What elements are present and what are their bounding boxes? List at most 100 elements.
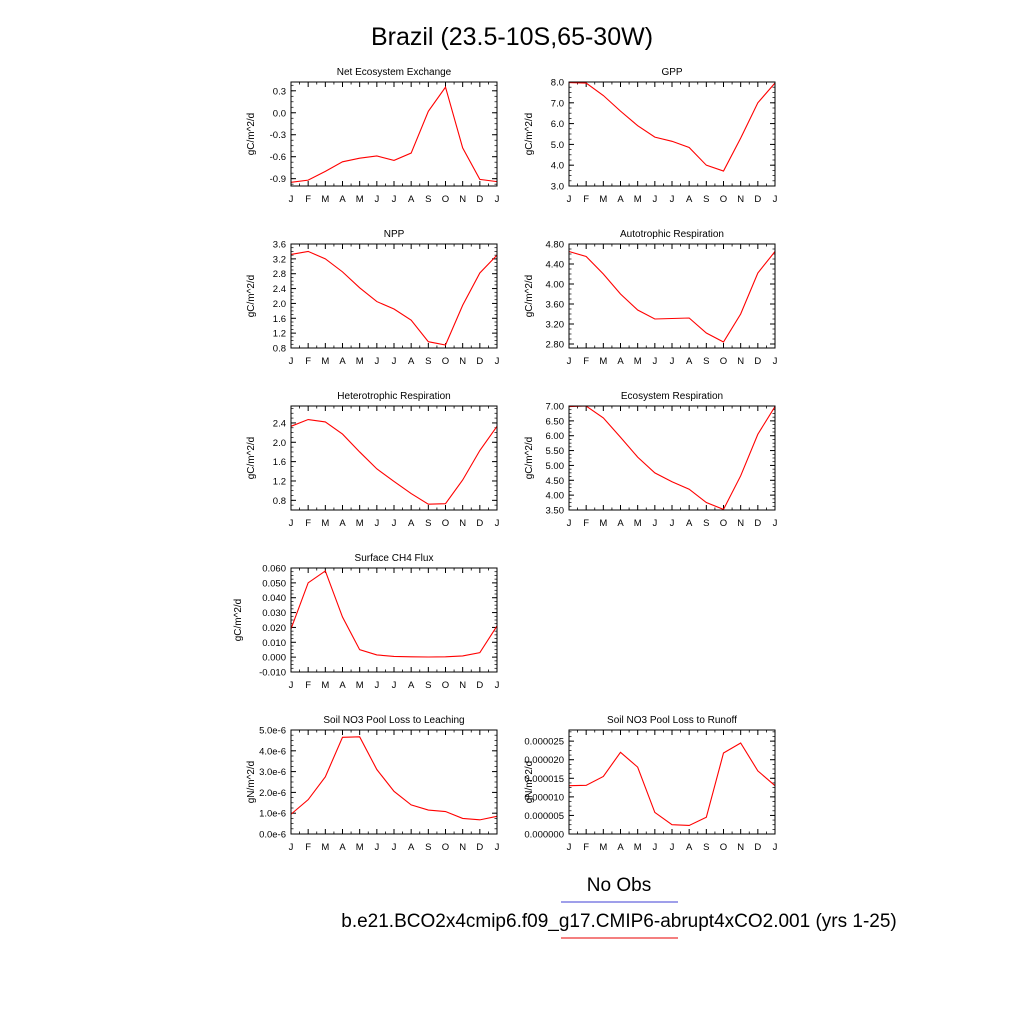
x-tick-label: J [567, 356, 572, 367]
x-tick-label: O [720, 518, 727, 529]
y-tick-label: 4.80 [546, 240, 565, 251]
x-tick-label: O [442, 194, 449, 205]
y-tick-label: 0.000 [262, 653, 286, 664]
series-line [568, 742, 776, 827]
y-tick-label: -0.6 [270, 152, 286, 163]
x-tick-label: F [305, 194, 311, 205]
y-axis-label: gC/m^2/d [524, 437, 535, 480]
x-tick-label: F [583, 194, 589, 205]
x-tick-label: F [305, 356, 311, 367]
chart-title: Soil NO3 Pool Loss to Runoff [607, 715, 737, 726]
plot-frame [290, 243, 498, 349]
y-tick-label: 3.6 [273, 240, 286, 251]
x-tick-label: J [652, 194, 657, 205]
y-tick-label: 3.60 [546, 300, 565, 311]
y-tick-label: 6.50 [546, 416, 565, 427]
y-tick-label: 1.2 [273, 476, 286, 487]
x-tick-label: O [442, 680, 449, 691]
y-tick-label: 0.020 [262, 623, 286, 634]
x-tick-label: A [408, 842, 415, 853]
x-tick-label: A [686, 194, 693, 205]
x-tick-label: M [599, 194, 607, 205]
x-tick-label: J [374, 680, 379, 691]
chart-title: NPP [384, 229, 405, 240]
y-tick-label: 2.80 [546, 340, 565, 351]
panel-9: J F M A M J J A S O N D J0.0000000.0000050.0000100.0… [524, 715, 778, 853]
panel-8: J F M A M J J A S O N D J0.0e-61.0e-62.0e-63.0e-64.0… [246, 715, 500, 853]
x-tick-label: J [567, 194, 572, 205]
x-tick-label: J [652, 356, 657, 367]
y-tick-label: 4.00 [546, 491, 565, 502]
x-tick-label: A [339, 842, 346, 853]
x-tick-label: N [459, 680, 466, 691]
x-tick-label: M [356, 356, 364, 367]
x-tick-label: F [305, 842, 311, 853]
x-tick-label: M [356, 680, 364, 691]
x-tick-label: J [670, 356, 675, 367]
x-tick-label: J [374, 356, 379, 367]
x-tick-label: S [703, 842, 709, 853]
chart-title: GPP [661, 67, 682, 78]
y-tick-label: 0.0e-6 [259, 830, 286, 841]
x-tick-label: O [442, 356, 449, 367]
panel-7: J F M A M J J A S O N D J-0.0100.0000.0100.0200.0300… [233, 553, 500, 691]
y-tick-label: 4.40 [546, 260, 565, 271]
x-tick-label: J [495, 518, 500, 529]
series-line [290, 736, 498, 821]
x-tick-label: D [754, 356, 761, 367]
y-tick-label: 2.0 [273, 438, 286, 449]
series-line [290, 418, 498, 505]
y-tick-label: 4.50 [546, 476, 565, 487]
y-tick-label: 3.0 [551, 182, 564, 193]
y-axis-label: gN/m^2/d [524, 761, 535, 804]
x-tick-label: A [686, 842, 693, 853]
x-tick-label: N [737, 842, 744, 853]
x-tick-label: N [737, 518, 744, 529]
x-tick-label: F [305, 518, 311, 529]
series-line [290, 570, 498, 658]
x-tick-label: M [321, 194, 329, 205]
y-tick-label: 3.50 [546, 506, 565, 517]
series-line [290, 85, 498, 183]
y-tick-label: 0.010 [262, 638, 286, 649]
x-tick-label: J [289, 680, 294, 691]
x-tick-label: M [634, 518, 642, 529]
x-tick-label: J [289, 194, 294, 205]
y-tick-label: 5.00 [546, 461, 565, 472]
x-tick-label: D [754, 194, 761, 205]
plot-frame [290, 567, 498, 673]
y-tick-label: 0.8 [273, 344, 286, 355]
x-tick-label: S [703, 356, 709, 367]
y-tick-label: 0.060 [262, 564, 286, 575]
x-tick-label: A [339, 356, 346, 367]
y-tick-label: 0.000020 [524, 755, 564, 766]
y-tick-label: 1.6 [273, 314, 286, 325]
x-tick-label: M [634, 356, 642, 367]
x-tick-label: J [670, 194, 675, 205]
x-tick-label: M [321, 842, 329, 853]
series-line [568, 82, 776, 172]
x-tick-label: J [670, 518, 675, 529]
y-tick-label: 6.0 [551, 119, 564, 130]
y-tick-label: 0.3 [273, 86, 286, 97]
x-tick-label: J [495, 842, 500, 853]
y-tick-label: 4.0 [551, 161, 564, 172]
x-tick-label: S [425, 518, 431, 529]
x-tick-label: M [356, 194, 364, 205]
y-tick-label: 0.030 [262, 608, 286, 619]
x-tick-label: A [408, 356, 415, 367]
x-tick-label: M [356, 842, 364, 853]
series-line [568, 250, 776, 343]
y-tick-label: 7.0 [551, 98, 564, 109]
chart-title: Autotrophic Respiration [620, 229, 724, 240]
plot-frame [568, 81, 776, 187]
series-line [290, 250, 498, 346]
y-tick-label: 0.8 [273, 496, 286, 507]
x-tick-label: S [703, 518, 709, 529]
x-tick-label: A [408, 680, 415, 691]
x-tick-label: J [773, 518, 778, 529]
legend-obs-label: No Obs [587, 875, 651, 896]
x-tick-label: S [425, 842, 431, 853]
